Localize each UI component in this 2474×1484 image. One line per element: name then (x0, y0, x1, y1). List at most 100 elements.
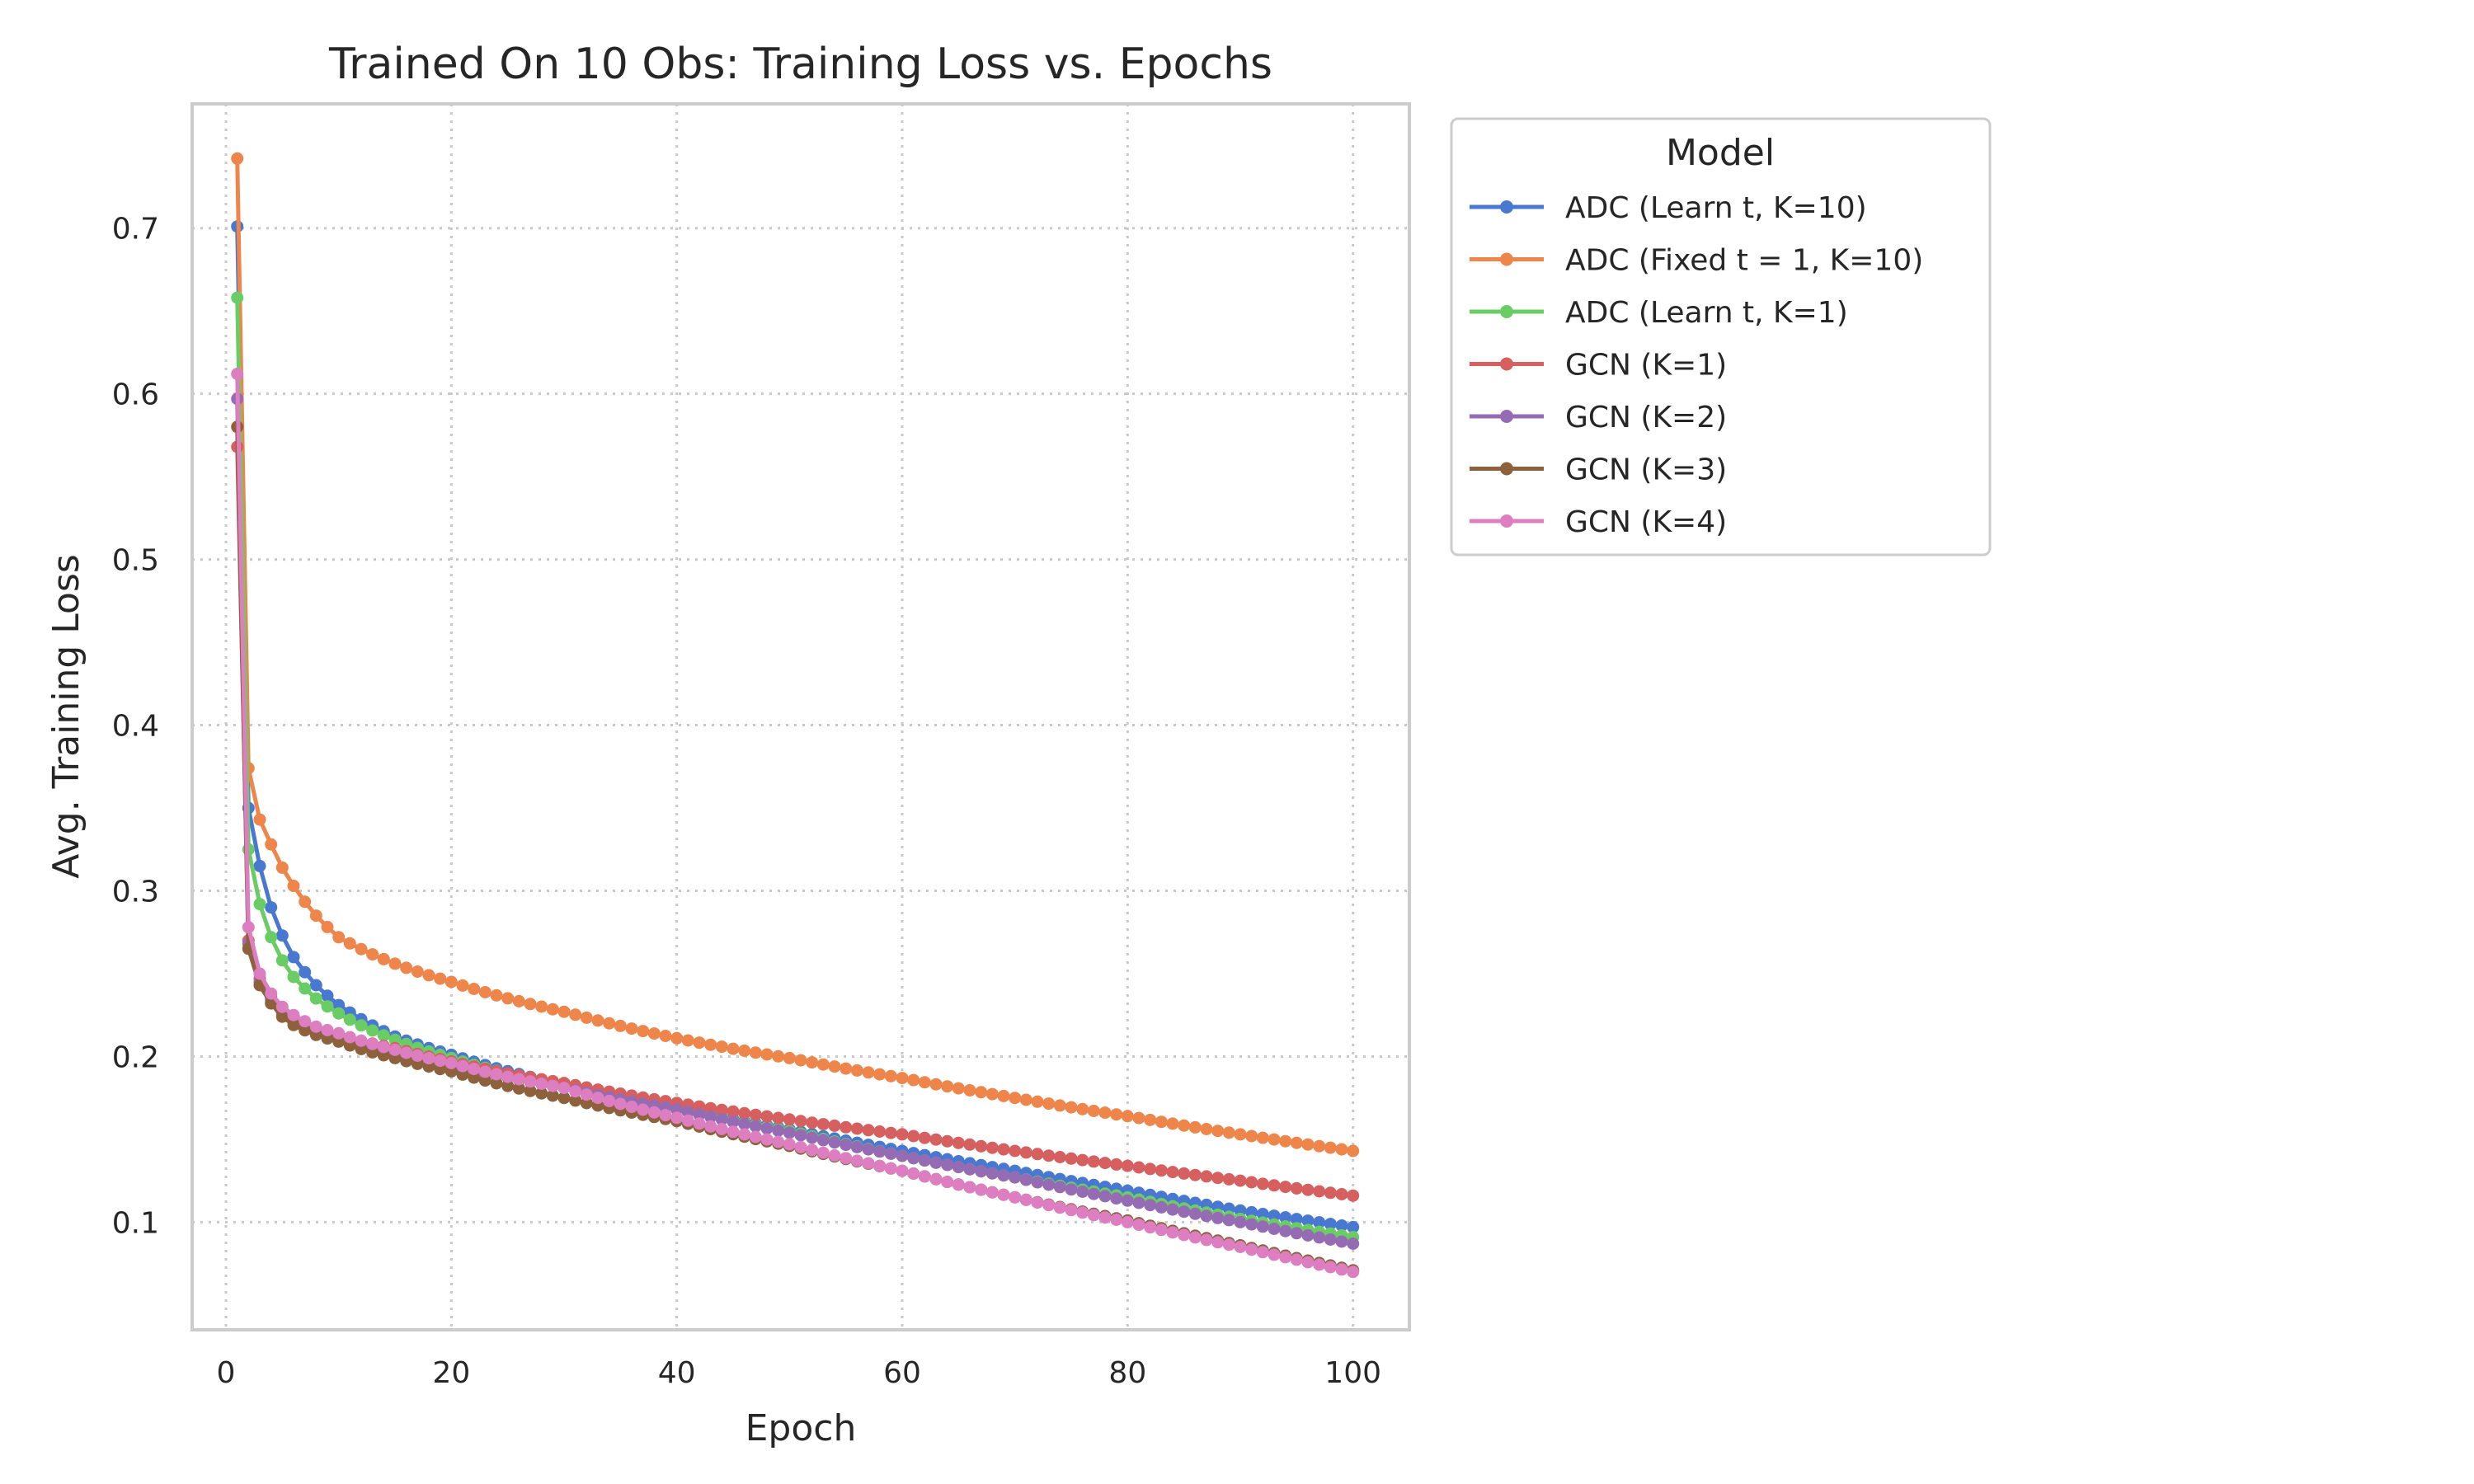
series-point (840, 1152, 853, 1165)
series-point (490, 1068, 503, 1081)
series-point (850, 1140, 863, 1153)
series-point (918, 1076, 931, 1089)
series-group (231, 152, 1360, 1158)
series-point (794, 1140, 807, 1153)
series-point (985, 1087, 999, 1101)
series-point (1245, 1243, 1258, 1256)
series-point (478, 1065, 492, 1078)
series-point (1290, 1253, 1303, 1266)
series-point (468, 1063, 481, 1076)
x-tick-label: 20 (432, 1356, 470, 1390)
series-point (275, 929, 289, 942)
y-tick-label: 0.2 (112, 1040, 159, 1074)
series-point (1222, 1172, 1235, 1186)
series-point (850, 1154, 863, 1167)
series-point (884, 1126, 897, 1139)
series-point (681, 1114, 694, 1127)
series-point (591, 1014, 604, 1027)
series-point (1256, 1131, 1269, 1144)
series-point (1279, 1134, 1292, 1148)
series-point (1042, 1199, 1056, 1212)
series-point (828, 1060, 841, 1073)
x-tick-label: 40 (658, 1356, 696, 1390)
series-point (1347, 1144, 1360, 1158)
series-point (873, 1125, 887, 1138)
series-point (896, 1149, 909, 1162)
series-point (1087, 1187, 1100, 1200)
series-point (524, 998, 537, 1011)
series-point (715, 1123, 728, 1135)
series-point (840, 1062, 853, 1075)
series-point (862, 1143, 875, 1156)
series-point (1268, 1133, 1281, 1146)
series-point (963, 1181, 976, 1194)
series-point (873, 1159, 887, 1172)
series-point (941, 1080, 954, 1093)
series-point (1178, 1119, 1191, 1132)
series-point (794, 1054, 807, 1067)
legend-swatch-marker (1500, 200, 1513, 214)
legend-swatch-marker (1500, 410, 1513, 423)
legend-item: ADC (Fixed t = 1, K=10) (1470, 244, 1923, 278)
series-point (1211, 1236, 1225, 1249)
series-point (355, 942, 368, 956)
series-point (332, 1007, 346, 1020)
series-point (1009, 1171, 1022, 1184)
plot-frame (190, 102, 1411, 1331)
series-point (625, 1101, 638, 1113)
series-point (253, 859, 266, 872)
series-point (287, 1008, 300, 1021)
series-point (1188, 1231, 1202, 1244)
series-point (941, 1158, 954, 1172)
y-axis-label: Avg. Training Loss (45, 554, 87, 879)
series-point (1188, 1120, 1202, 1134)
series-point (253, 813, 266, 826)
series-point (1144, 1221, 1157, 1234)
series-point (985, 1186, 999, 1199)
series-point (840, 1120, 853, 1134)
series-point (535, 1087, 548, 1100)
series-point (557, 1092, 571, 1105)
series-point (816, 1134, 830, 1147)
series-point (850, 1122, 863, 1135)
series-point (332, 931, 346, 944)
series-point (816, 1146, 830, 1159)
series-point (1301, 1228, 1315, 1242)
series-point (1042, 1097, 1056, 1111)
series-point (299, 895, 312, 909)
series-point (309, 979, 322, 992)
series-point (1166, 1226, 1179, 1239)
series-point (366, 1037, 379, 1050)
series-point (806, 1144, 819, 1157)
series-point (907, 1073, 920, 1087)
series-point (1053, 1181, 1066, 1194)
series-point (1132, 1219, 1145, 1232)
series-point (1053, 1151, 1066, 1163)
series-point (287, 1018, 300, 1031)
series-point (828, 1149, 841, 1162)
legend-item: GCN (K=4) (1470, 505, 1727, 539)
series-point (929, 1133, 943, 1146)
series-point (941, 1134, 954, 1148)
x-tick-label: 100 (1324, 1356, 1381, 1390)
series-point (929, 1172, 943, 1186)
series-point (952, 1161, 965, 1174)
series-point (963, 1162, 976, 1176)
series-point (873, 1068, 887, 1081)
series-point (637, 1025, 650, 1038)
legend-label: GCN (K=2) (1565, 401, 1727, 434)
series-point (772, 1050, 785, 1063)
series-point (400, 961, 413, 974)
series-point (343, 937, 356, 950)
series-point (265, 931, 278, 944)
series-point (377, 1029, 390, 1042)
series-point (884, 1147, 897, 1160)
series-point (749, 1120, 762, 1133)
series-point (1200, 1209, 1213, 1223)
series-point (1211, 1211, 1225, 1224)
series-point (907, 1152, 920, 1165)
series-point (772, 1111, 785, 1125)
legend-item: ADC (Learn t, K=10) (1470, 191, 1867, 225)
series-point (535, 1078, 548, 1090)
series-point (242, 921, 255, 934)
